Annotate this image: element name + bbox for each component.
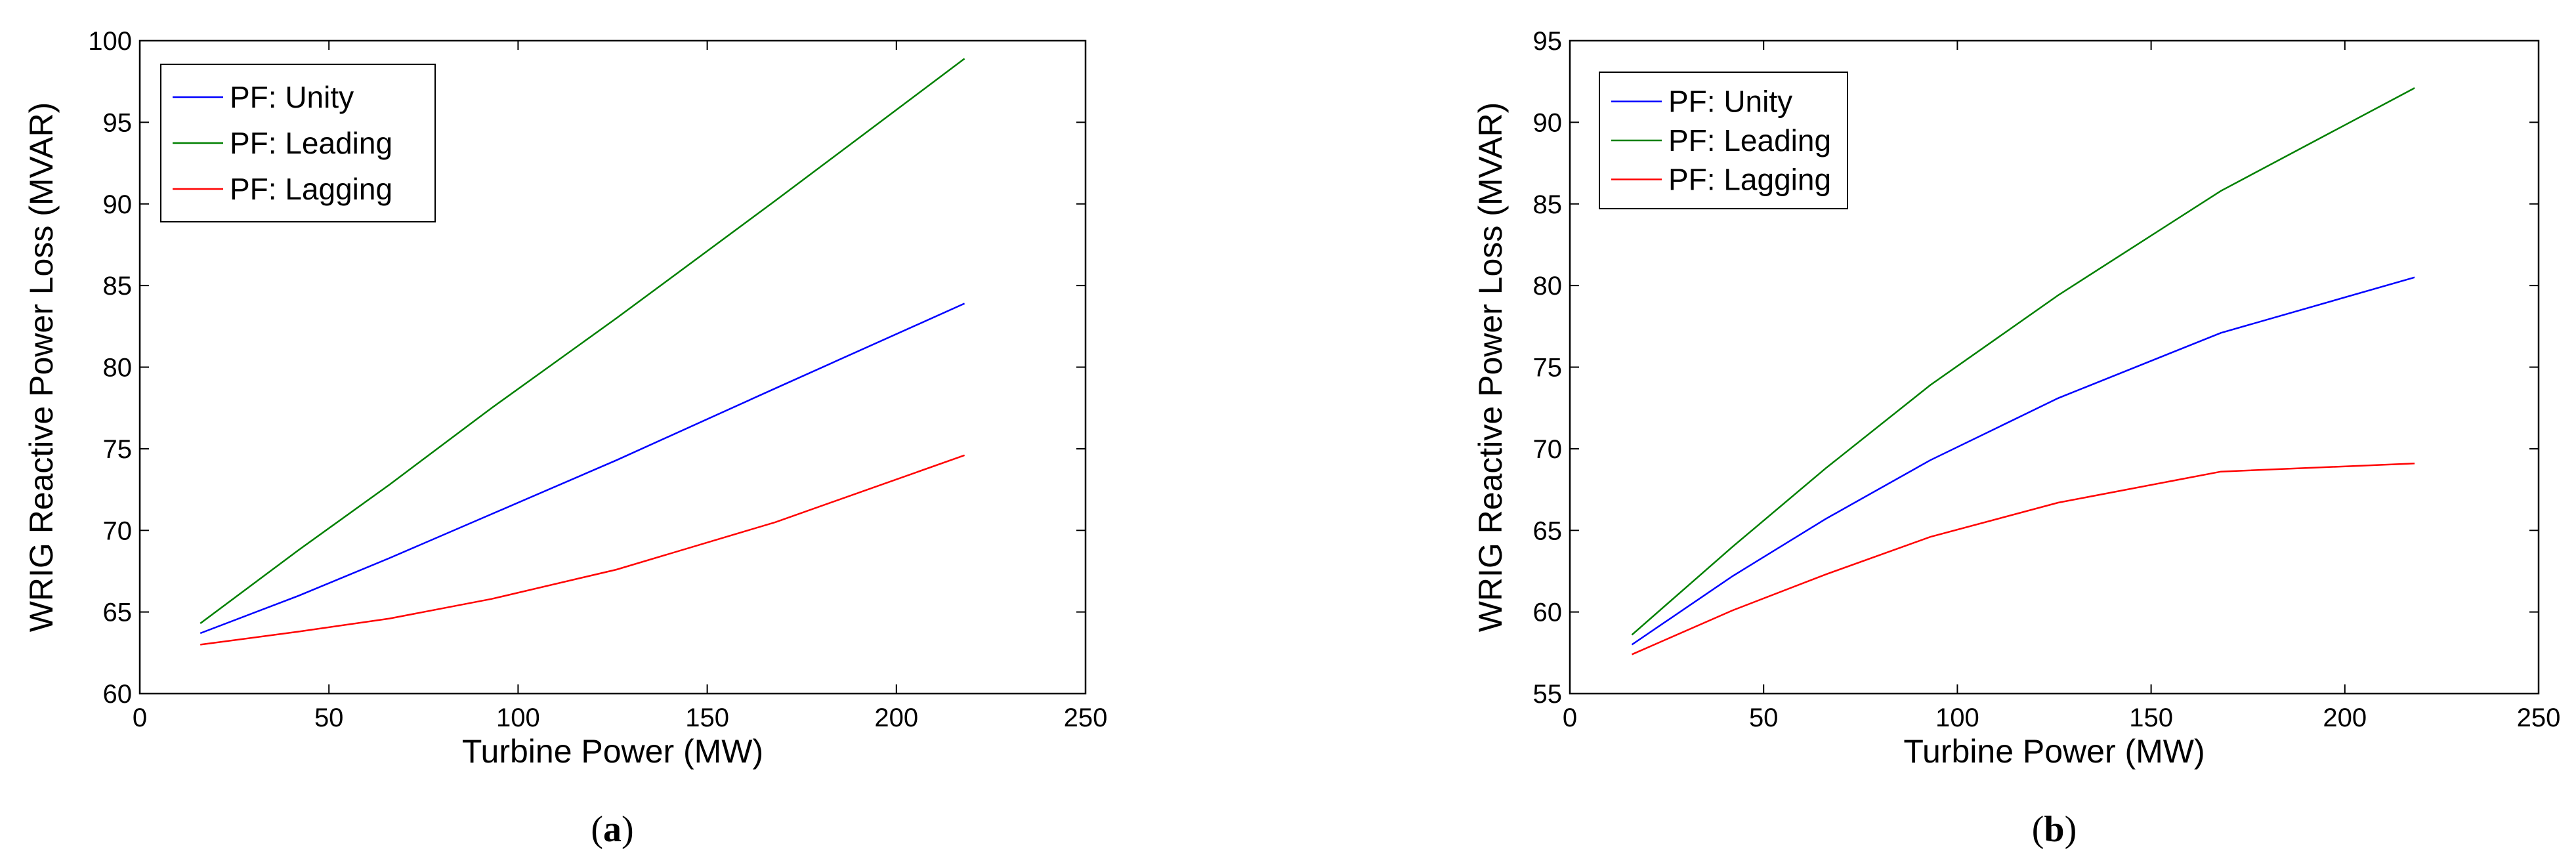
y-tick-label: 60 bbox=[1533, 598, 1563, 627]
y-axis-label: WRIG Reactive Power Loss (MVAR) bbox=[23, 102, 60, 633]
y-tick-label: 90 bbox=[103, 190, 133, 219]
y-tick-label: 95 bbox=[1533, 27, 1563, 56]
x-axis-label: Turbine Power (MW) bbox=[462, 733, 763, 770]
x-tick-label: 150 bbox=[685, 703, 729, 732]
y-tick-label: 80 bbox=[103, 354, 133, 383]
panel-caption: (a) bbox=[591, 809, 633, 850]
legend-entry: PF: Leading bbox=[1668, 123, 1831, 157]
y-tick-label: 60 bbox=[103, 680, 133, 709]
x-tick-label: 250 bbox=[1064, 703, 1108, 732]
series-line-pf-leading bbox=[1631, 87, 2415, 636]
series-line-pf-unity bbox=[1631, 276, 2415, 646]
y-tick-label: 85 bbox=[103, 272, 133, 301]
y-tick-label: 85 bbox=[1533, 190, 1563, 219]
y-tick-label: 65 bbox=[1533, 516, 1563, 545]
x-tick-label: 150 bbox=[2129, 703, 2173, 732]
legend-entry: PF: Unity bbox=[230, 80, 354, 114]
y-tick-label: 70 bbox=[103, 516, 133, 545]
series-line-pf-lagging bbox=[200, 454, 965, 646]
y-tick-label: 75 bbox=[1533, 354, 1563, 383]
y-tick-label: 55 bbox=[1533, 680, 1563, 709]
x-tick-label: 0 bbox=[1563, 703, 1577, 732]
panel-caption: (b) bbox=[2032, 809, 2077, 850]
y-tick-label: 90 bbox=[1533, 108, 1563, 137]
x-tick-label: 0 bbox=[133, 703, 147, 732]
legend-entry: PF: Unity bbox=[1668, 85, 1792, 119]
legend-entry: PF: Lagging bbox=[230, 172, 392, 206]
x-tick-label: 50 bbox=[314, 703, 344, 732]
legend: PF: Unity PF: Leading PF: Lagging bbox=[1599, 72, 1848, 209]
x-tick-label: 100 bbox=[496, 703, 540, 732]
x-tick-label: 50 bbox=[1749, 703, 1779, 732]
chart-panel-b: 0 50 100 150 200 250 55 60 65 70 75 80 85 90 95 Turbine… bbox=[1472, 27, 2560, 850]
y-tick-label: 65 bbox=[103, 598, 133, 627]
y-axis-label: WRIG Reactive Power Loss (MVAR) bbox=[1472, 102, 1509, 633]
chart-panel-a: 0 50 100 150 200 2506065707580859095100Turbin… bbox=[23, 27, 1107, 850]
x-tick-label: 200 bbox=[2323, 703, 2367, 732]
y-tick-label: 75 bbox=[103, 435, 133, 464]
x-tick-label: 100 bbox=[1935, 703, 1979, 732]
x-tick-label: 200 bbox=[874, 703, 918, 732]
x-tick-label: 250 bbox=[2517, 703, 2561, 732]
legend-entry: PF: Lagging bbox=[1668, 162, 1831, 196]
y-tick-label: 100 bbox=[88, 27, 132, 56]
x-axis-label: Turbine Power (MW) bbox=[1903, 733, 2205, 770]
y-tick-label: 95 bbox=[103, 108, 133, 137]
series-line-pf-unity bbox=[200, 303, 965, 635]
y-tick-label: 70 bbox=[1533, 435, 1563, 464]
legend: PF: Unity PF: Leading PF: Lagging bbox=[160, 64, 436, 222]
legend-entry: PF: Leading bbox=[230, 126, 392, 160]
y-tick-label: 80 bbox=[1533, 272, 1563, 301]
series-line-pf-lagging bbox=[1631, 463, 2415, 656]
series-line-pf-leading bbox=[200, 58, 965, 625]
